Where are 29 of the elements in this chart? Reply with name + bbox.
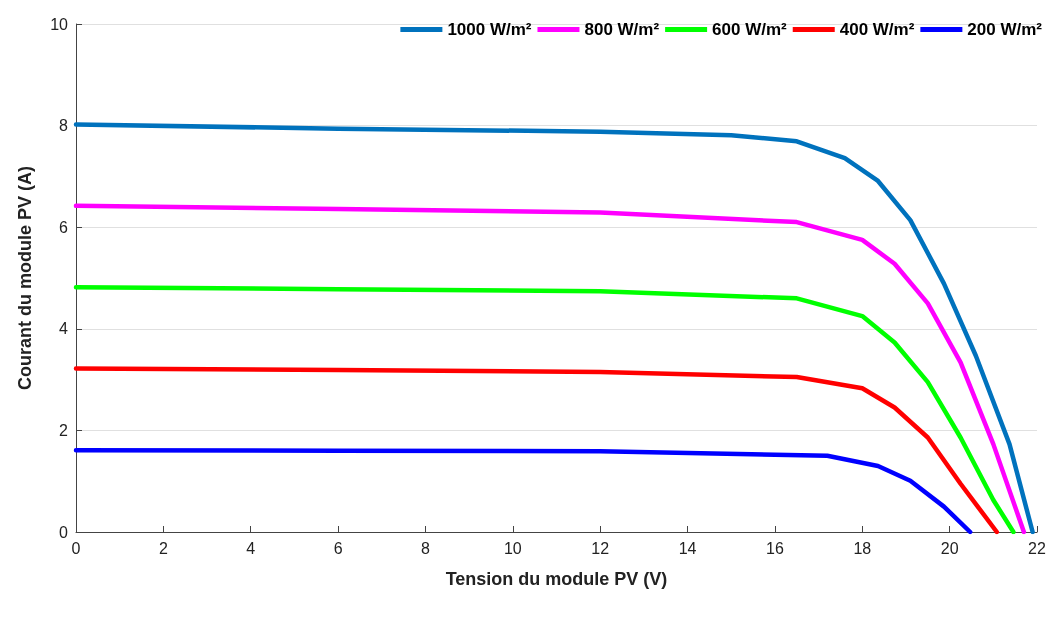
x-tick-label: 20 [940, 539, 959, 557]
line-series [73, 366, 1000, 535]
y-tick-label: 8 [59, 117, 69, 135]
legend-label: 200 W/m² [967, 20, 1043, 39]
legend-label: 600 W/m² [712, 20, 788, 39]
x-tick-label: 6 [333, 539, 343, 557]
x-tick-label: 12 [591, 539, 610, 557]
legend-label: 800 W/m² [584, 20, 660, 39]
x-tick-label: 8 [421, 539, 430, 557]
y-tick-label: 10 [50, 15, 69, 33]
x-tick-label: 18 [853, 539, 872, 557]
y-axis-title: Courant du module PV (A) [15, 166, 35, 390]
x-tick-label: 2 [158, 539, 168, 557]
x-tick-label: 22 [1028, 539, 1046, 557]
x-tick-label: 14 [678, 539, 697, 557]
y-tick-label: 4 [59, 320, 69, 338]
line-series [73, 284, 1016, 535]
x-tick-label: 0 [71, 539, 81, 557]
x-axis-title: Tension du module PV (V) [445, 569, 668, 589]
legend-label: 400 W/m² [839, 20, 915, 39]
line-series [73, 447, 973, 535]
line-series [73, 203, 1027, 535]
y-tick-label: 0 [59, 523, 69, 541]
x-tick-label: 10 [503, 539, 522, 557]
x-tick-label: 16 [766, 539, 784, 557]
y-tick-label: 2 [59, 421, 69, 439]
legend-label: 1000 W/m² [447, 20, 532, 39]
x-tick-label: 4 [246, 539, 256, 557]
y-tick-label: 6 [59, 218, 69, 236]
